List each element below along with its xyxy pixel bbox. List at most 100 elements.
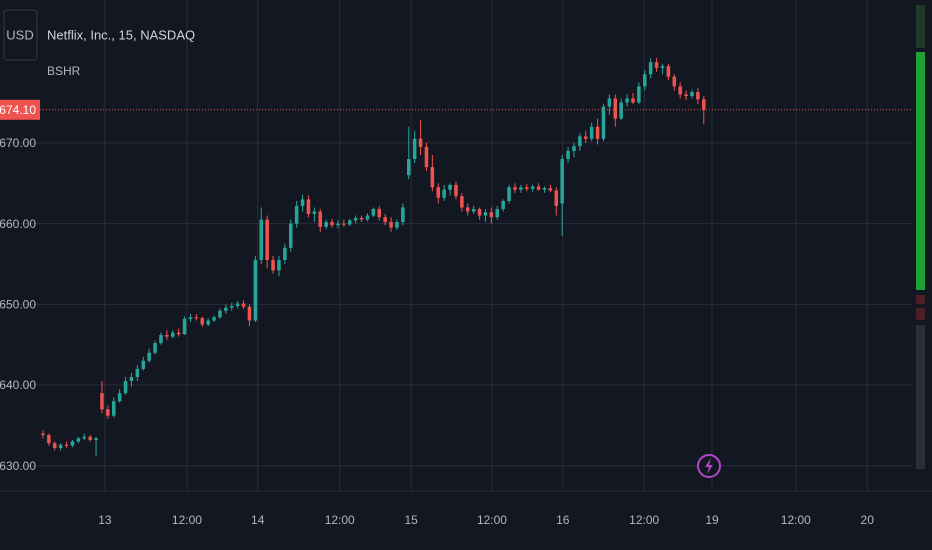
candle-body xyxy=(601,106,606,139)
candle-body xyxy=(465,207,470,212)
candle-body xyxy=(212,317,216,321)
candle-body xyxy=(383,217,387,222)
candle-body xyxy=(589,126,594,139)
candle-body xyxy=(259,219,264,260)
candle-body xyxy=(241,303,246,307)
last-price-box xyxy=(0,99,40,120)
candle-body xyxy=(336,223,340,226)
candle-body xyxy=(483,212,488,216)
candle-body xyxy=(442,189,446,198)
candle-body xyxy=(643,74,647,87)
candle-body xyxy=(654,62,659,68)
candle-body xyxy=(678,86,682,95)
candle-body xyxy=(312,211,317,214)
candle-body xyxy=(218,310,222,318)
candle-body xyxy=(277,259,281,271)
x-tick-label: 12:00 xyxy=(172,513,202,527)
candle-body xyxy=(625,98,629,103)
candle-body xyxy=(194,317,199,319)
candle-body xyxy=(111,401,116,416)
candle-body xyxy=(524,187,529,189)
candle-body xyxy=(359,217,364,220)
candle-body xyxy=(554,190,559,206)
candle-body xyxy=(430,167,435,188)
candle-body xyxy=(501,201,505,210)
last-price-label: 674.10 xyxy=(0,103,36,117)
candle-body xyxy=(153,343,157,353)
indicator-bar xyxy=(916,5,925,48)
candle-body xyxy=(88,436,92,440)
candle-body xyxy=(395,221,399,228)
candle-body xyxy=(52,443,57,449)
currency-button[interactable] xyxy=(3,9,38,61)
candle-body xyxy=(170,332,175,337)
indicator-name: BSHR xyxy=(47,64,81,78)
grid xyxy=(0,0,912,491)
candle-body xyxy=(224,307,228,311)
candle-body xyxy=(542,188,547,190)
chart-title: Netflix, Inc., 15, NASDAQ xyxy=(47,27,195,42)
indicator-bar xyxy=(916,308,925,320)
candle-body xyxy=(619,102,623,119)
candle-body xyxy=(342,223,346,225)
candle-body xyxy=(477,209,482,216)
candle-body xyxy=(330,221,334,226)
y-tick-label: 660.00 xyxy=(0,217,36,231)
candle-body xyxy=(117,393,122,402)
candle-body xyxy=(306,199,311,214)
x-tick-label: 12:00 xyxy=(781,513,811,527)
candle-body xyxy=(271,259,275,271)
candle-body xyxy=(229,305,234,308)
candle-body xyxy=(58,444,63,449)
candle-body xyxy=(672,76,677,87)
candle-body xyxy=(135,368,140,377)
candle-body xyxy=(424,146,429,168)
y-tick-label: 650.00 xyxy=(0,298,36,312)
candle-body xyxy=(235,303,240,306)
candle-body xyxy=(318,211,323,227)
x-tick-label: 20 xyxy=(861,513,875,527)
candle-body xyxy=(666,66,671,77)
candle-body xyxy=(560,159,564,204)
candle-body xyxy=(200,318,205,325)
x-tick-label: 12:00 xyxy=(629,513,659,527)
candle-body xyxy=(253,259,258,321)
candle-body xyxy=(548,188,553,191)
candle-body xyxy=(530,186,535,189)
candle-body xyxy=(471,209,476,212)
candle-body xyxy=(436,187,441,198)
candle-body xyxy=(631,98,635,103)
candle-body xyxy=(406,159,411,176)
candle-body xyxy=(489,212,494,218)
candle-body xyxy=(513,187,517,190)
candle-body xyxy=(147,352,151,361)
x-tick-label: 12:00 xyxy=(477,513,507,527)
candle-body xyxy=(294,205,299,224)
candle-body xyxy=(182,318,187,335)
candle-body xyxy=(613,98,618,119)
candle-body xyxy=(76,438,81,442)
candle-body xyxy=(94,438,98,440)
candle-body xyxy=(300,199,305,206)
candle-body xyxy=(123,381,128,394)
candle-body xyxy=(371,209,376,216)
candle-body xyxy=(536,186,541,190)
candle-body xyxy=(176,332,181,335)
candle-body xyxy=(401,207,405,222)
candle-body xyxy=(595,126,600,139)
y-tick-label: 630.00 xyxy=(0,459,36,473)
candle-body xyxy=(637,86,641,103)
y-tick-label: 670.00 xyxy=(0,136,36,150)
candle-body xyxy=(324,221,328,227)
candle-body xyxy=(412,138,417,160)
candle-body xyxy=(519,187,523,190)
candle-body xyxy=(648,62,653,75)
candle-body xyxy=(507,187,511,202)
candle-body xyxy=(100,393,104,410)
currency[interactable]: USD xyxy=(6,27,33,42)
candle-body xyxy=(702,99,706,110)
lightning xyxy=(705,458,713,474)
candle-body xyxy=(607,98,612,107)
